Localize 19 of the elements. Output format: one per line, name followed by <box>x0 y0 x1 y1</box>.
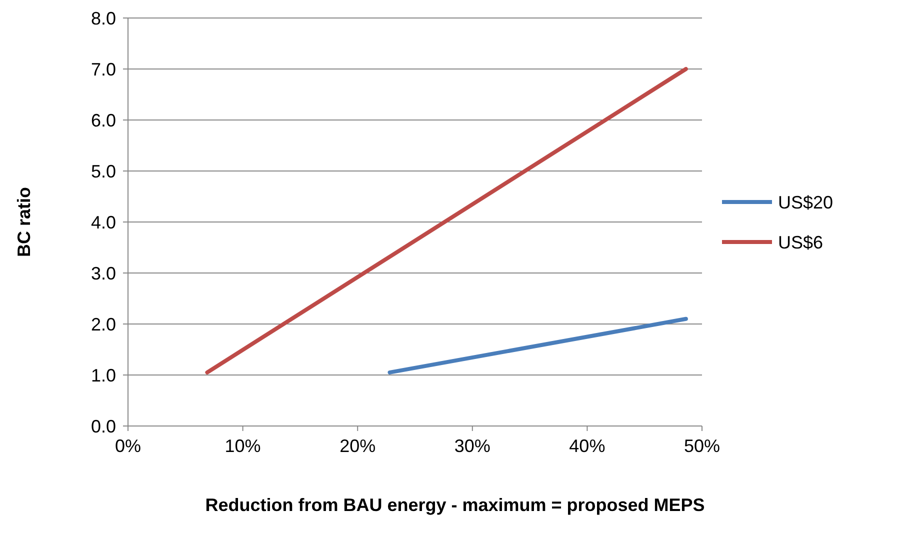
x-tick-label: 20% <box>340 436 376 456</box>
y-tick-label: 2.0 <box>90 314 116 334</box>
legend-label: US$20 <box>778 192 834 212</box>
x-tick-label: 10% <box>224 436 261 456</box>
y-tick-label: 6.0 <box>90 110 116 130</box>
y-tick-label: 0.0 <box>90 416 116 436</box>
y-tick-label: 7.0 <box>90 59 116 80</box>
x-tick-label: 0% <box>114 436 142 456</box>
y-tick-label: 5.0 <box>90 161 116 182</box>
x-axis-title: Reduction from BAU energy - maximum = proposed MEPS <box>205 495 705 515</box>
y-tick-label: 8.0 <box>90 8 116 28</box>
x-tick-label: 50% <box>684 436 720 456</box>
y-axis-title: BC ratio <box>14 186 34 258</box>
y-tick-label: 1.0 <box>90 365 116 386</box>
x-tick-label: 40% <box>569 436 606 456</box>
x-tick-label: 30% <box>454 436 490 456</box>
y-tick-label: 3.0 <box>90 263 116 284</box>
y-tick-label: 4.0 <box>90 212 116 232</box>
legend-label: US$6 <box>778 232 824 252</box>
